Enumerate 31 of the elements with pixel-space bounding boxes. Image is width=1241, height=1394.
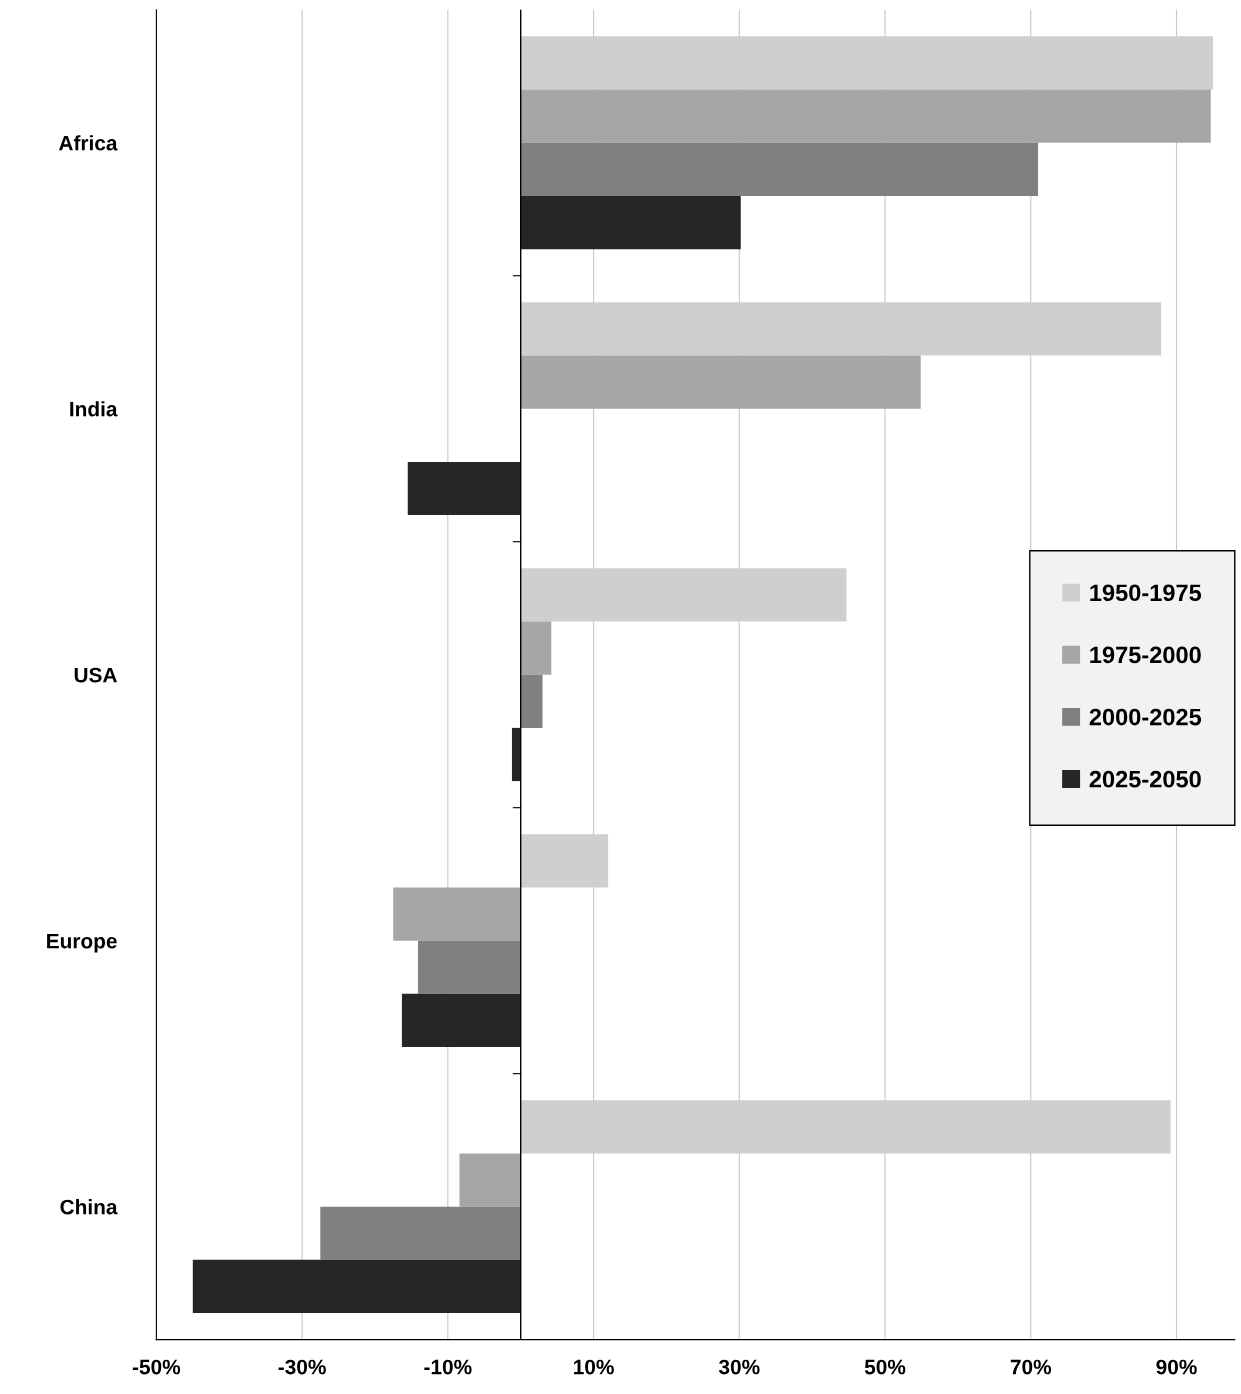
bar: [401, 993, 521, 1048]
bar: [520, 142, 1039, 196]
y-tick-label: Europe: [47, 933, 117, 953]
x-tick-label: -50%: [132, 1359, 181, 1375]
legend-label: 2025-2050: [1089, 770, 1201, 788]
bar: [192, 1259, 521, 1314]
y-tick-label: China: [60, 1199, 118, 1215]
legend-label: 1975-2000: [1090, 646, 1201, 664]
x-tick-label: 70%: [1010, 1359, 1052, 1375]
bar: [459, 1153, 521, 1207]
bar: [393, 887, 521, 941]
bar: [520, 89, 1211, 143]
bar: [520, 355, 921, 409]
x-tick-label: 50%: [864, 1359, 906, 1375]
legend-label: 2000-2025: [1089, 708, 1202, 726]
bar: [520, 621, 552, 675]
bar: [520, 195, 741, 250]
bar: [520, 674, 543, 728]
bar: [511, 727, 521, 782]
x-tick-label: -30%: [278, 1359, 326, 1375]
x-tick-label: -10%: [424, 1359, 472, 1375]
x-tick-label: 10%: [574, 1359, 614, 1375]
x-tick-label: 90%: [1156, 1359, 1197, 1375]
y-tick-label: USA: [74, 667, 117, 683]
y-tick-label: Africa: [58, 135, 118, 151]
bar: [417, 940, 521, 994]
y-tick-label: India: [70, 401, 118, 417]
x-tick-label: 30%: [718, 1359, 760, 1375]
legend-label: 1950-1975: [1090, 584, 1202, 602]
bar: [320, 1206, 521, 1260]
bar: [407, 461, 521, 516]
